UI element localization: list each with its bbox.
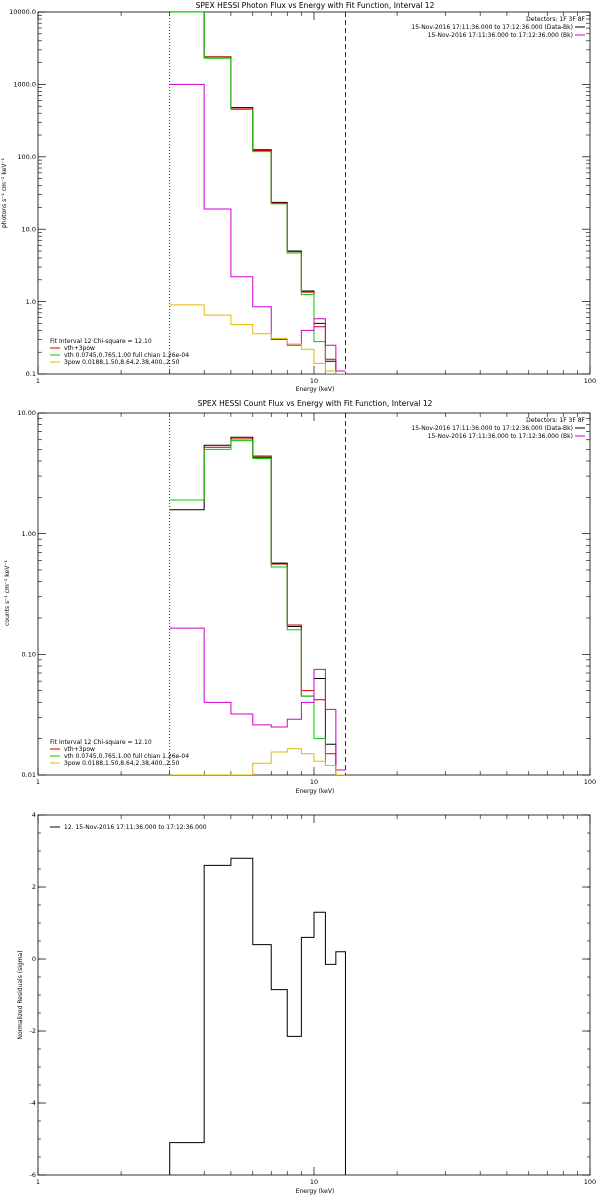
photon-flux-panel: SPEX HESSI Photon Flux vs Energy with Fi… bbox=[1, 1, 596, 393]
photon-flux-ylabel: photons s⁻¹ cm⁻² keV⁻¹ bbox=[1, 157, 8, 228]
count-flux-y-tick-label: 0.10 bbox=[22, 651, 36, 659]
photon-flux-x-tick-label: 10 bbox=[310, 377, 318, 385]
photon-flux-y-tick-label: 0.1 bbox=[26, 370, 36, 378]
count-flux-panel: SPEX HESSI Count Flux vs Energy with Fit… bbox=[4, 399, 596, 795]
count-flux-series-group bbox=[169, 436, 346, 775]
residuals-y-tick-label: -2 bbox=[30, 1027, 36, 1035]
count-flux-x-tick-label: 1 bbox=[36, 778, 40, 786]
photon-flux-xlabel: Energy (keV) bbox=[296, 386, 335, 393]
photon-flux-fit-interval-label: Fit Interval 12 Chi-square = 12.10 bbox=[50, 338, 152, 345]
photon-flux-legend-right-entry-1: 15-Nov-2016 17:11:36.000 to 17:12:36.000… bbox=[428, 32, 573, 39]
residuals-y-tick-label: -6 bbox=[30, 1171, 36, 1179]
photon-flux-title: SPEX HESSI Photon Flux vs Energy with Fi… bbox=[196, 1, 435, 10]
photon-flux-y-tick-label: 1.0 bbox=[26, 298, 36, 306]
photon-flux-y-tick-label: 10.0 bbox=[22, 225, 36, 233]
photon-flux-legend-left-entry-1: vth 0.0745,0.765,1.00 full chian 1.26e-0… bbox=[64, 352, 189, 359]
residuals-x-tick-label: 10 bbox=[310, 1178, 318, 1186]
photon-flux-legend-left-entry-0: vth+3pow bbox=[64, 345, 95, 352]
count-flux-series-3 bbox=[169, 627, 346, 771]
count-flux-title: SPEX HESSI Count Flux vs Energy with Fit… bbox=[198, 399, 433, 408]
count-flux-detectors-label: Detectors: 1F 3F 8F bbox=[526, 417, 585, 424]
residuals-y-tick-label: -4 bbox=[30, 1099, 36, 1107]
residuals-ylabel: Normalized Residuals (sigma) bbox=[17, 950, 24, 1039]
count-flux-legend-right-entry-1: 15-Nov-2016 17:11:36.000 to 17:12:36.000… bbox=[428, 433, 573, 440]
residuals-legend-left-entry-0: 12. 15-Nov-2016 17:11:36.000 to 17:12:36… bbox=[64, 824, 207, 831]
residuals-series-group bbox=[169, 857, 346, 1175]
count-flux-legend-right-entry-0: 15-Nov-2016 17:11:36.000 to 17:12:36.000… bbox=[411, 425, 573, 432]
count-flux-y-tick-label: 1.00 bbox=[22, 530, 36, 538]
photon-flux-series-4 bbox=[169, 304, 346, 374]
count-flux-x-tick-label: 100 bbox=[584, 778, 596, 786]
photon-flux-series-group bbox=[169, 12, 346, 374]
count-flux-series-4 bbox=[169, 748, 346, 775]
photon-flux-y-tick-label: 10000.0 bbox=[9, 8, 36, 16]
count-flux-ylabel: counts s⁻¹ cm⁻² keV⁻¹ bbox=[4, 560, 11, 626]
count-flux-y-tick-label: 0.01 bbox=[22, 771, 36, 779]
count-flux-xlabel: Energy (keV) bbox=[296, 788, 335, 795]
residuals-y-tick-label: 2 bbox=[32, 883, 36, 891]
residuals-y-tick-label: 4 bbox=[32, 811, 36, 819]
count-flux-fit-interval-label: Fit Interval 12 Chi-square = 12.10 bbox=[50, 739, 152, 746]
residuals-x-tick-label: 1 bbox=[36, 1178, 40, 1186]
residuals-xlabel: Energy (keV) bbox=[296, 1188, 335, 1195]
photon-flux-y-tick-label: 1000.0 bbox=[13, 81, 36, 89]
photon-flux-y-tick-label: 100.0 bbox=[17, 153, 36, 161]
count-flux-legend-left-entry-2: 3pow 0.0188,1.50,8.64,2.38,400.,2.50 bbox=[64, 760, 180, 767]
photon-flux-x-tick-label: 100 bbox=[584, 377, 596, 385]
residuals-y-tick-label: 0 bbox=[32, 955, 36, 963]
residuals-panel: Normalized Residuals (sigma) Energy (keV… bbox=[17, 811, 596, 1195]
residuals-series-0 bbox=[169, 857, 346, 1175]
count-flux-y-tick-label: 10.00 bbox=[17, 409, 36, 417]
count-flux-x-tick-label: 10 bbox=[310, 778, 318, 786]
photon-flux-legend-left-entry-2: 3pow 0.0188,1.50,8.64,2.38,400.,2.50 bbox=[64, 359, 180, 366]
photon-flux-legend-right-entry-0: 15-Nov-2016 17:11:36.000 to 17:12:36.000… bbox=[411, 24, 573, 31]
residuals-x-tick-label: 100 bbox=[584, 1178, 596, 1186]
photon-flux-x-tick-label: 1 bbox=[36, 377, 40, 385]
count-flux-legend-left-entry-1: vth 0.0745,0.765,1.00 full chian 1.26e-0… bbox=[64, 753, 189, 760]
photon-flux-detectors-label: Detectors: 1F 3F 8F bbox=[526, 16, 585, 23]
count-flux-legend-left-entry-0: vth+3pow bbox=[64, 746, 95, 753]
